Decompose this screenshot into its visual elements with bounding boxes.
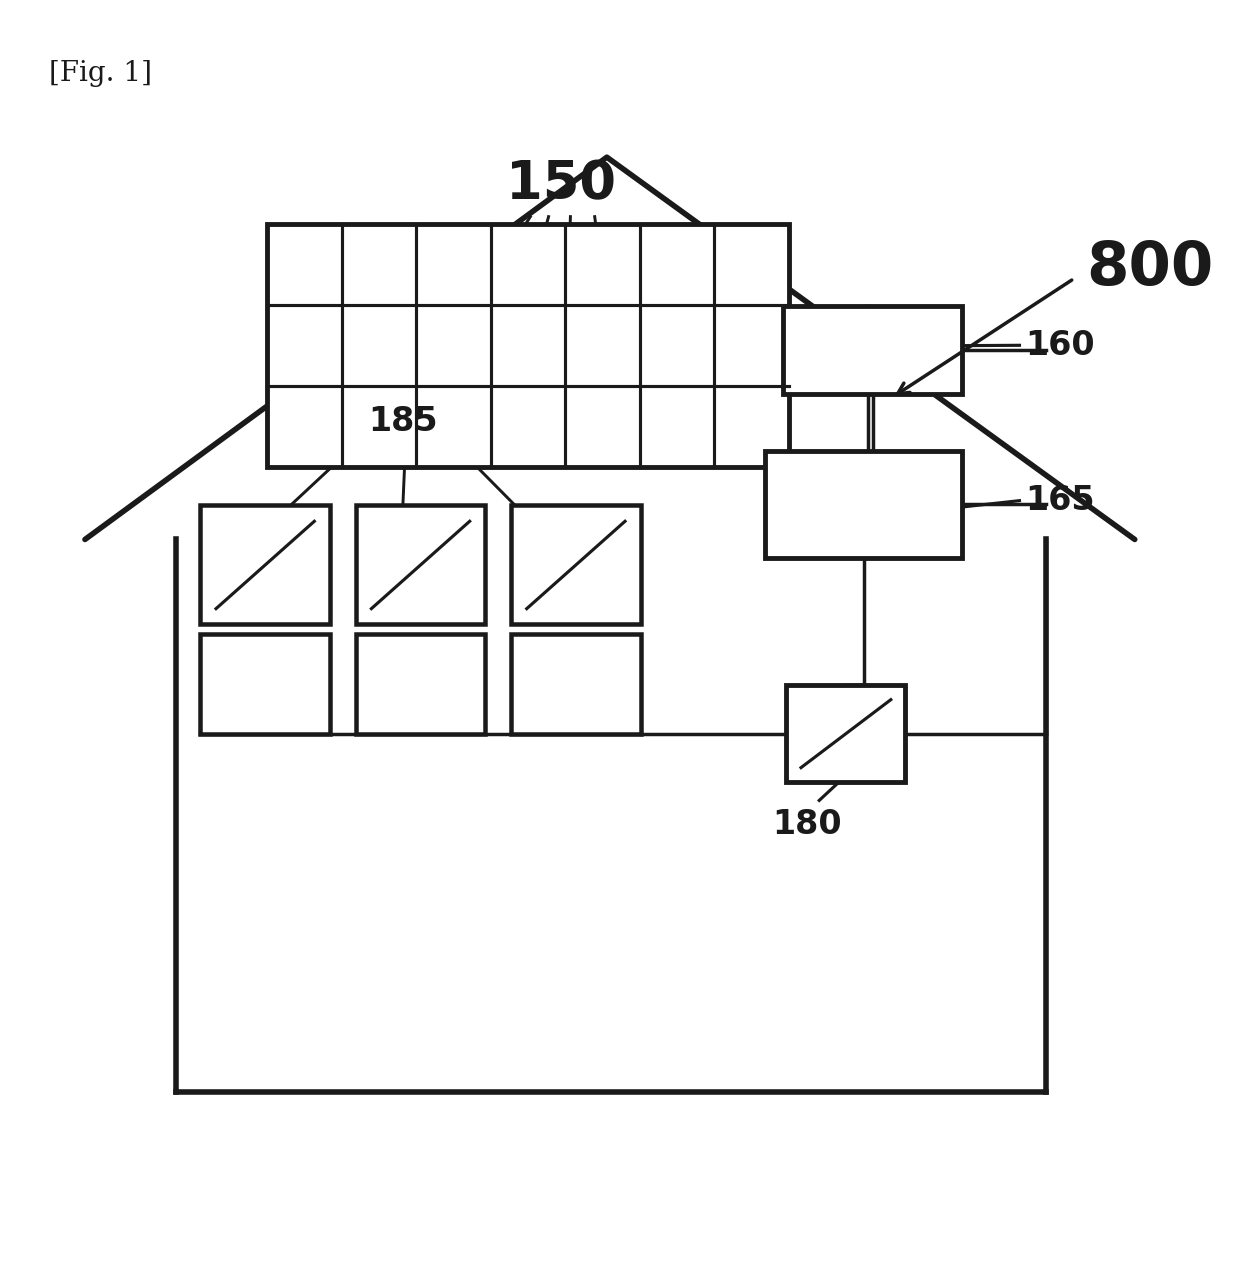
Text: 800: 800 [1086, 240, 1214, 299]
Bar [782, 306, 962, 393]
Bar [200, 506, 330, 624]
Text: 160: 160 [1025, 329, 1095, 362]
Text: 165: 165 [1025, 484, 1095, 517]
Bar [511, 634, 641, 734]
Text: [Fig. 1]: [Fig. 1] [48, 61, 151, 87]
Bar [267, 224, 789, 467]
Bar [765, 451, 962, 557]
Bar [356, 634, 486, 734]
Text: 150: 150 [506, 158, 616, 209]
Bar [356, 506, 486, 624]
Bar [200, 634, 330, 734]
Text: 180: 180 [773, 808, 842, 841]
Bar [786, 685, 905, 782]
Bar [511, 506, 641, 624]
Text: 185: 185 [368, 405, 438, 439]
